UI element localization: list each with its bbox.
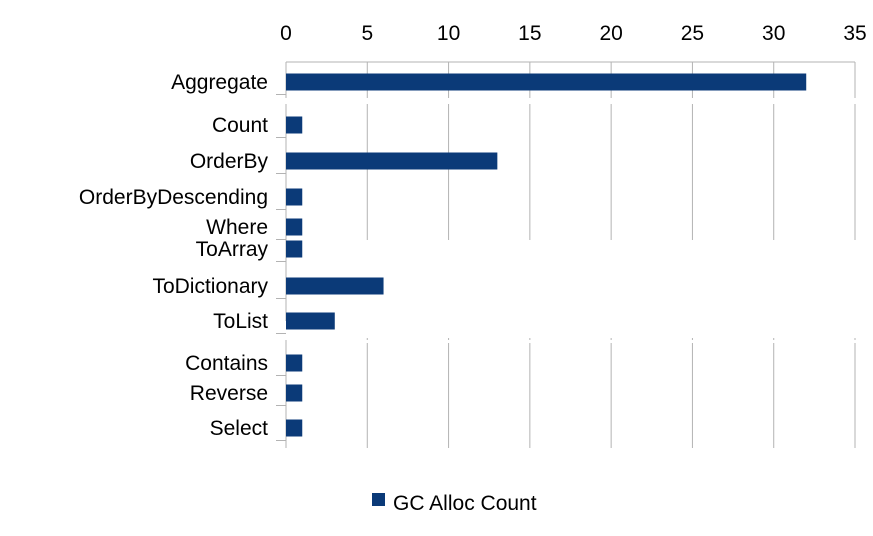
category-label-reverse: Reverse	[190, 382, 268, 405]
bar-orderby	[286, 152, 498, 170]
category-label-select: Select	[210, 417, 269, 440]
x-tick-label-25: 25	[681, 22, 704, 45]
legend-label: GC Alloc Count	[393, 492, 537, 515]
bar-count	[286, 116, 303, 134]
bar-select	[286, 419, 303, 437]
bars-layer	[286, 73, 807, 437]
category-label-contains: Contains	[185, 352, 268, 375]
category-label-aggregate: Aggregate	[171, 71, 268, 94]
axis-layer	[276, 61, 855, 448]
bar-reverse	[286, 384, 303, 402]
category-label-orderbydescending: OrderByDescending	[79, 186, 268, 209]
x-tick-label-30: 30	[762, 22, 785, 45]
bar-toarray	[286, 240, 303, 258]
bar-aggregate	[286, 73, 807, 91]
x-tick-label-20: 20	[599, 22, 622, 45]
category-label-where: Where	[206, 216, 268, 239]
legend: GC Alloc Count	[372, 492, 537, 515]
x-tick-label-5: 5	[361, 22, 373, 45]
legend-swatch	[372, 493, 385, 506]
category-label-todictionary: ToDictionary	[152, 275, 268, 298]
x-tick-label-10: 10	[437, 22, 460, 45]
labels-layer: 0 5 10 15 20 25 30 35 Aggregate Count OrderBy Order…	[79, 22, 867, 440]
grid-layer	[366, 62, 856, 448]
bar-orderbydescending	[286, 188, 303, 206]
category-label-tolist: ToList	[213, 310, 268, 333]
bar-todictionary	[286, 277, 384, 295]
category-label-count: Count	[212, 114, 268, 137]
x-tick-label-35: 35	[843, 22, 866, 45]
x-tick-label-0: 0	[280, 22, 292, 45]
bar-where	[286, 218, 303, 236]
category-label-toarray: ToArray	[196, 238, 269, 261]
category-label-orderby: OrderBy	[190, 150, 269, 173]
bar-tolist	[286, 312, 335, 330]
bar-contains	[286, 354, 303, 372]
x-tick-label-15: 15	[518, 22, 541, 45]
